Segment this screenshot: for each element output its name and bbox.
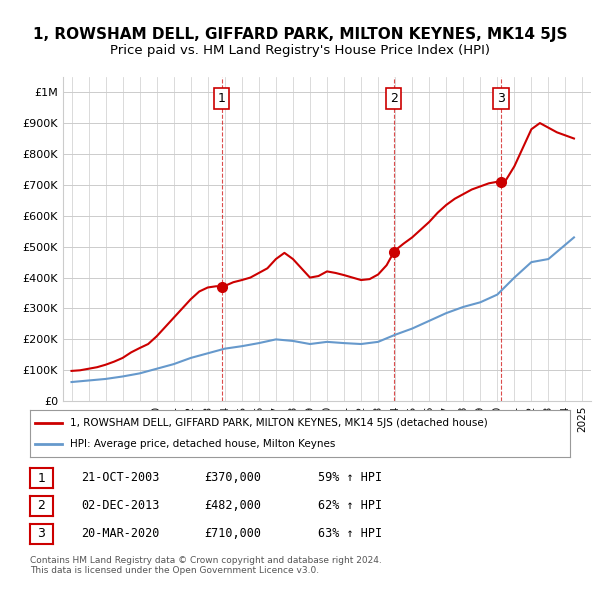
Text: Price paid vs. HM Land Registry's House Price Index (HPI): Price paid vs. HM Land Registry's House … [110, 44, 490, 57]
Text: 3: 3 [497, 92, 505, 105]
Text: 1, ROWSHAM DELL, GIFFARD PARK, MILTON KEYNES, MK14 5JS: 1, ROWSHAM DELL, GIFFARD PARK, MILTON KE… [33, 27, 567, 41]
Text: 21-OCT-2003: 21-OCT-2003 [81, 471, 160, 484]
Text: HPI: Average price, detached house, Milton Keynes: HPI: Average price, detached house, Milt… [71, 439, 336, 449]
Text: 02-DEC-2013: 02-DEC-2013 [81, 499, 160, 512]
Text: Contains HM Land Registry data © Crown copyright and database right 2024.
This d: Contains HM Land Registry data © Crown c… [30, 556, 382, 575]
Text: £710,000: £710,000 [204, 526, 261, 539]
Text: 1: 1 [218, 92, 226, 105]
Text: £482,000: £482,000 [204, 499, 261, 512]
Text: 3: 3 [37, 527, 46, 540]
Text: 20-MAR-2020: 20-MAR-2020 [81, 526, 160, 539]
Text: 2: 2 [37, 500, 46, 513]
Text: 1, ROWSHAM DELL, GIFFARD PARK, MILTON KEYNES, MK14 5JS (detached house): 1, ROWSHAM DELL, GIFFARD PARK, MILTON KE… [71, 418, 488, 428]
Text: 63% ↑ HPI: 63% ↑ HPI [318, 526, 382, 539]
Text: 1: 1 [37, 471, 46, 484]
Text: 2: 2 [390, 92, 398, 105]
Text: 59% ↑ HPI: 59% ↑ HPI [318, 471, 382, 484]
Text: £370,000: £370,000 [204, 471, 261, 484]
Text: 62% ↑ HPI: 62% ↑ HPI [318, 499, 382, 512]
